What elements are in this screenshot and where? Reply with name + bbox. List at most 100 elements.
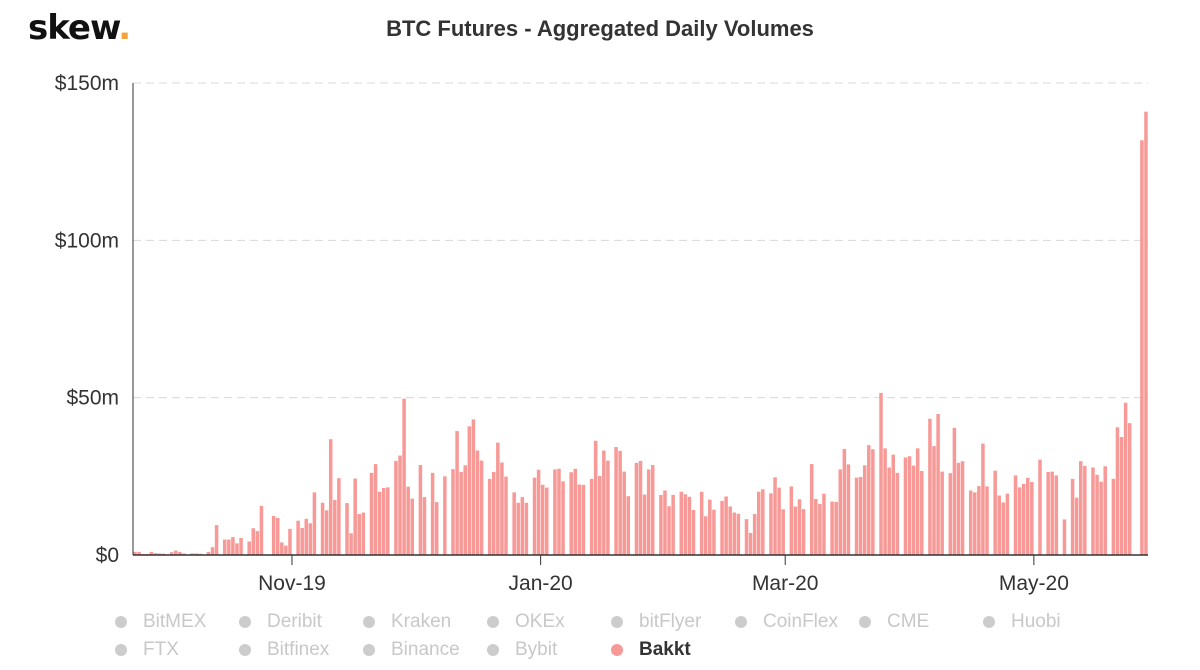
legend-marker-icon: [859, 616, 871, 628]
volume-bar: [1046, 471, 1050, 555]
volume-bar: [296, 520, 300, 555]
volume-bar: [712, 509, 716, 555]
volume-bar: [280, 542, 284, 555]
volume-bar: [1115, 427, 1120, 555]
volume-bar: [659, 494, 663, 555]
volume-bar: [333, 499, 337, 555]
volume-bar: [911, 465, 916, 555]
volume-bar: [357, 514, 362, 555]
legend-marker-icon: [983, 616, 995, 628]
chart-title: BTC Futures - Aggregated Daily Volumes: [386, 16, 814, 41]
volume-bar: [255, 531, 260, 555]
legend-item-huobi[interactable]: Huobi: [983, 610, 1107, 634]
volume-bar: [732, 512, 737, 555]
volume-bar: [500, 462, 504, 555]
volume-bar: [504, 476, 508, 555]
volume-bar: [915, 448, 920, 555]
volume-bar: [288, 528, 292, 555]
volume-bar: [667, 506, 671, 555]
volume-bar: [879, 392, 883, 555]
volume-bar: [761, 489, 765, 555]
y-tick-label: $50m: [66, 387, 119, 410]
legend-item-bitflyer[interactable]: bitFlyer: [611, 610, 735, 634]
legend-marker-icon: [239, 616, 251, 628]
legend-item-binance[interactable]: Binance: [363, 638, 487, 662]
volume-bar: [251, 528, 256, 555]
legend-label: CME: [887, 611, 930, 632]
legend-item-cme[interactable]: CME: [859, 610, 983, 634]
volume-bar: [157, 553, 162, 555]
volume-bar: [337, 478, 341, 555]
volume-bar: [928, 418, 932, 555]
volume-bar: [854, 477, 859, 555]
legend-item-bakkt[interactable]: Bakkt: [611, 638, 735, 662]
volume-bar: [940, 471, 944, 555]
volume-bar: [1123, 402, 1128, 555]
volume-bar: [1062, 519, 1067, 555]
volume-bar: [952, 427, 957, 555]
volume-bar: [867, 445, 871, 555]
legend-marker-icon: [363, 644, 375, 656]
legend-label: Huobi: [1011, 611, 1061, 632]
volume-bar: [936, 414, 940, 555]
volume-bar: [353, 478, 357, 555]
legend-item-okex[interactable]: OKEx: [487, 610, 611, 634]
volume-bar: [1144, 111, 1148, 555]
volume-bar: [809, 464, 814, 555]
volume-bar: [626, 496, 631, 555]
volume-bar: [394, 460, 398, 555]
legend-marker-icon: [487, 616, 499, 628]
volume-bar: [577, 484, 582, 555]
legend-item-deribit[interactable]: Deribit: [239, 610, 363, 634]
volume-bar: [308, 523, 313, 555]
legend-item-kraken[interactable]: Kraken: [363, 610, 487, 634]
volume-bar: [646, 469, 651, 555]
volume-bar: [381, 487, 386, 555]
volume-bar: [1095, 474, 1099, 555]
volume-bar: [960, 461, 965, 555]
volume-bar: [149, 551, 154, 555]
volume-bar: [1001, 502, 1006, 555]
volume-bar: [418, 465, 423, 555]
legend-label: FTX: [143, 639, 179, 660]
volume-bar: [752, 514, 757, 555]
legend-item-bitfinex[interactable]: Bitfinex: [239, 638, 363, 662]
volume-bar: [210, 547, 215, 555]
volume-bar: [459, 471, 463, 555]
volume-bar: [406, 486, 410, 555]
volume-bar: [1079, 461, 1083, 555]
legend-item-bitmex[interactable]: BitMEX: [115, 610, 239, 634]
volume-bar: [487, 478, 492, 555]
legend-label: Binance: [391, 639, 460, 660]
volume-bar: [475, 450, 480, 555]
legend-item-coinflex[interactable]: CoinFlex: [735, 610, 859, 634]
volume-bar: [589, 478, 594, 555]
legend-label: Bybit: [515, 639, 558, 660]
volume-bar: [467, 426, 472, 555]
volume-bar: [842, 448, 847, 555]
volume-bar: [496, 442, 500, 555]
volume-bar: [443, 476, 447, 555]
volume-bar: [492, 471, 496, 555]
volume-bar: [540, 484, 545, 555]
volume-bar: [663, 490, 667, 555]
volume-bar: [830, 501, 834, 555]
legend-label: CoinFlex: [763, 611, 838, 632]
legend-marker-icon: [239, 644, 251, 656]
volume-bar: [169, 552, 174, 555]
volume-bar: [777, 487, 781, 555]
legend-item-bybit[interactable]: Bybit: [487, 638, 611, 662]
volume-bar: [871, 449, 875, 555]
volume-bar: [834, 501, 838, 555]
volume-bar: [545, 487, 549, 555]
volume-bar: [455, 431, 459, 555]
volume-bar: [259, 505, 264, 555]
volume-bar: [887, 467, 891, 555]
legend-item-ftx[interactable]: FTX: [115, 638, 239, 662]
volume-bar: [536, 469, 541, 555]
volume-bar: [361, 512, 366, 555]
volume-bar: [300, 527, 304, 555]
volume-bar: [891, 454, 895, 555]
volume-bar: [622, 471, 626, 555]
volume-bar: [703, 516, 708, 555]
